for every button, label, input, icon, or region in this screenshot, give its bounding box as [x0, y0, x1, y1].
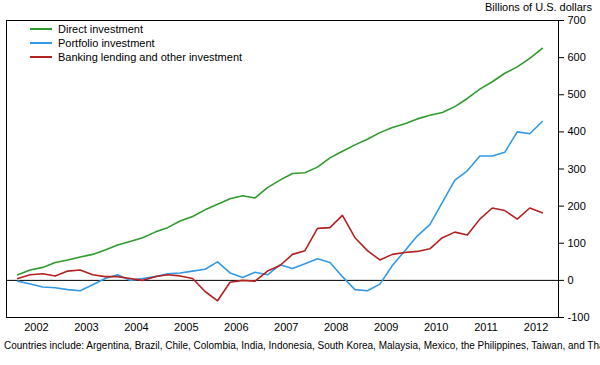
svg-text:2009: 2009: [374, 321, 398, 333]
svg-text:0: 0: [568, 274, 574, 286]
svg-text:2008: 2008: [324, 321, 348, 333]
svg-text:300: 300: [568, 163, 586, 175]
svg-text:100: 100: [568, 237, 586, 249]
svg-text:600: 600: [568, 51, 586, 63]
svg-text:200: 200: [568, 200, 586, 212]
svg-text:2010: 2010: [424, 321, 448, 333]
svg-text:2005: 2005: [174, 321, 198, 333]
svg-text:2002: 2002: [24, 321, 48, 333]
html-text:Billions of U.S. dollars: Billions of U.S. dollars: [485, 1, 592, 13]
svg-text:2012: 2012: [524, 321, 548, 333]
svg-text:400: 400: [568, 125, 586, 137]
svg-text:2011: 2011: [474, 321, 498, 333]
svg-text:2006: 2006: [224, 321, 248, 333]
svg-text:2004: 2004: [124, 321, 148, 333]
svg-text:700: 700: [568, 14, 586, 26]
svg-text:2007: 2007: [274, 321, 298, 333]
html-text:Direct investment: Direct investment: [58, 23, 143, 35]
svg-text:2003: 2003: [74, 321, 98, 333]
html-text:Banking lending and other inve: Banking lending and other investment: [58, 51, 243, 63]
svg-text:500: 500: [568, 88, 586, 100]
html-text:Portfolio investment: Portfolio investment: [58, 37, 155, 49]
svg-text:-100: -100: [568, 311, 590, 323]
